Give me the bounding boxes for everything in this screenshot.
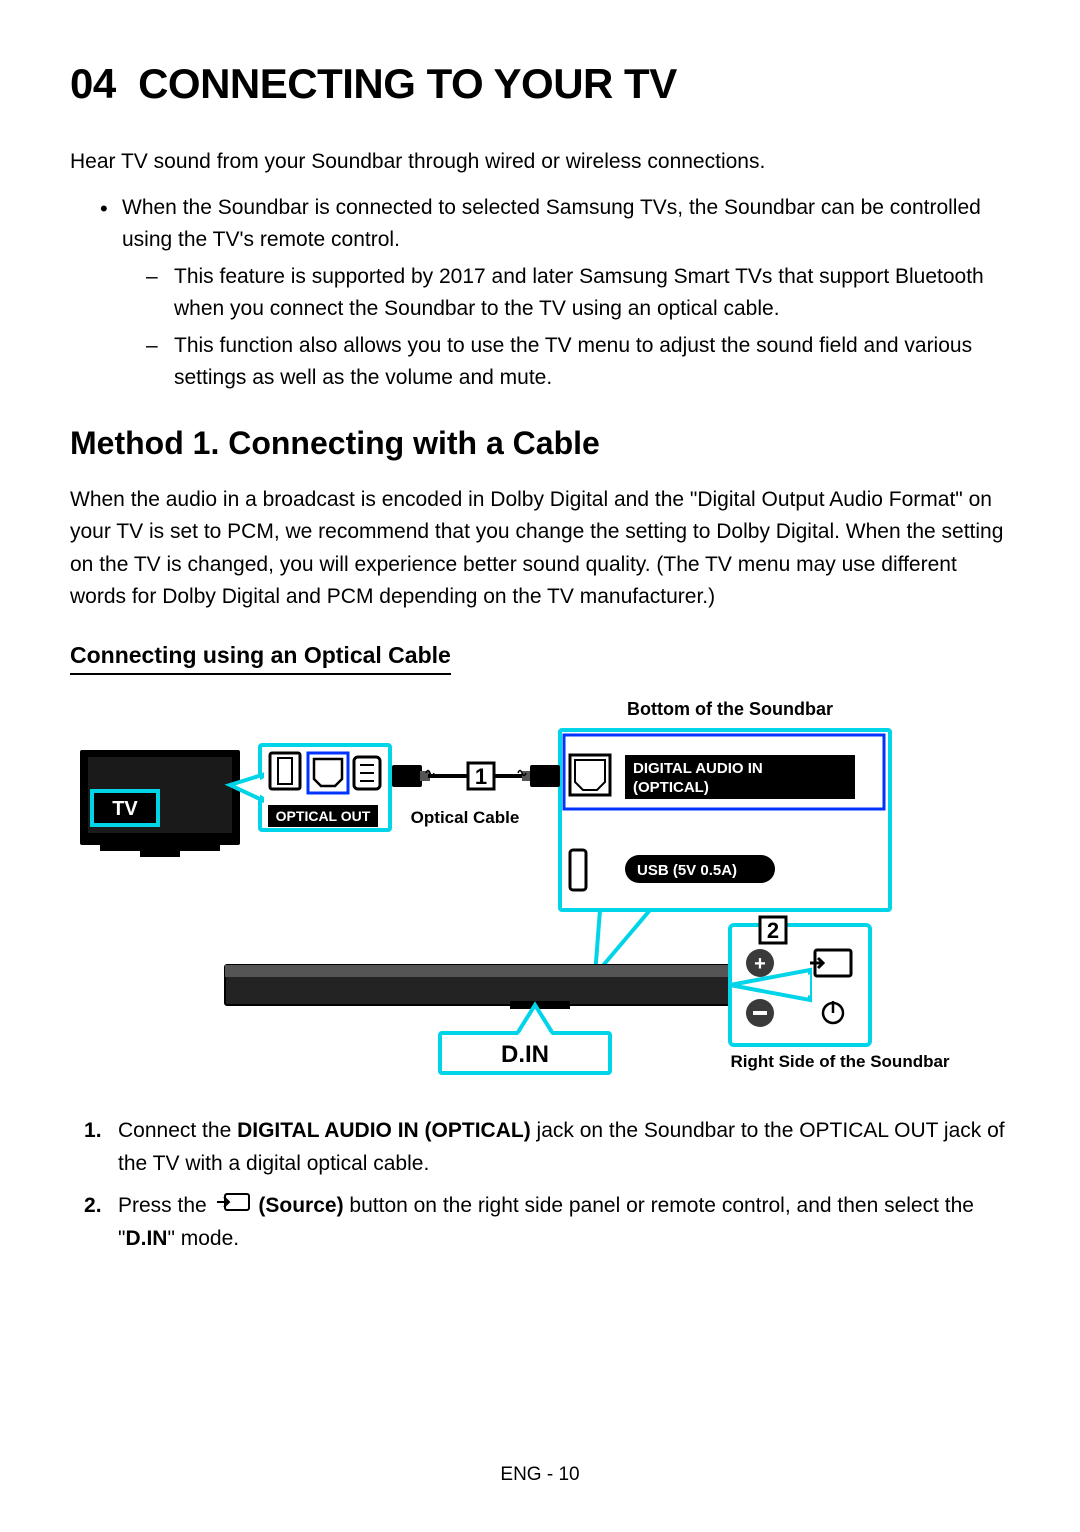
step2-e: " mode. bbox=[167, 1227, 239, 1250]
right-side-label: Right Side of the Soundbar bbox=[730, 1052, 949, 1071]
step2-d: D.IN bbox=[125, 1227, 167, 1250]
step-2: Press the (Source) button on the right s… bbox=[84, 1190, 1010, 1255]
step-badge-1: 1 bbox=[475, 764, 487, 789]
main-bullet: When the Soundbar is connected to select… bbox=[100, 192, 1010, 395]
svg-text:+: + bbox=[754, 953, 766, 975]
svg-text:DIGITAL AUDIO IN: DIGITAL AUDIO IN bbox=[633, 760, 763, 777]
method1-desc: When the audio in a broadcast is encoded… bbox=[70, 484, 1010, 614]
step-badge-2: 2 bbox=[767, 918, 779, 943]
tv-label: TV bbox=[112, 798, 138, 820]
step2-b: (Source) bbox=[258, 1194, 343, 1217]
optical-cable-label: Optical Cable bbox=[411, 808, 520, 827]
step1-a: Connect the bbox=[118, 1119, 237, 1142]
sub-bullet-list: This feature is supported by 2017 and la… bbox=[122, 261, 1010, 395]
optical-heading: Connecting using an Optical Cable bbox=[70, 642, 451, 675]
step-1: Connect the DIGITAL AUDIO IN (OPTICAL) j… bbox=[84, 1115, 1010, 1180]
section-title-text: CONNECTING TO YOUR TV bbox=[138, 60, 677, 107]
main-bullet-text: When the Soundbar is connected to select… bbox=[122, 196, 981, 252]
svg-text:(OPTICAL): (OPTICAL) bbox=[633, 779, 709, 796]
sub-bullet-a: This feature is supported by 2017 and la… bbox=[146, 261, 1010, 326]
din-label: D.IN bbox=[501, 1041, 549, 1068]
optical-out-label: OPTICAL OUT bbox=[276, 808, 371, 824]
intro-text: Hear TV sound from your Soundbar through… bbox=[70, 146, 1010, 178]
bottom-soundbar-label: Bottom of the Soundbar bbox=[627, 699, 833, 719]
page-footer: ENG - 10 bbox=[0, 1464, 1080, 1486]
section-title: 04 CONNECTING TO YOUR TV bbox=[70, 60, 1010, 108]
step2-a: Press the bbox=[118, 1194, 213, 1217]
section-number: 04 bbox=[70, 60, 116, 107]
main-bullet-list: When the Soundbar is connected to select… bbox=[70, 192, 1010, 395]
step1-b: DIGITAL AUDIO IN (OPTICAL) bbox=[237, 1119, 531, 1142]
usb-label: USB (5V 0.5A) bbox=[637, 862, 737, 879]
steps-list: Connect the DIGITAL AUDIO IN (OPTICAL) j… bbox=[70, 1115, 1010, 1255]
diagram-svg: Bottom of the Soundbar DIGITAL AUDIO IN … bbox=[70, 695, 1010, 1095]
method1-title: Method 1. Connecting with a Cable bbox=[70, 425, 1010, 462]
source-icon bbox=[215, 1190, 251, 1223]
sub-bullet-b: This function also allows you to use the… bbox=[146, 330, 1010, 395]
connection-diagram: Bottom of the Soundbar DIGITAL AUDIO IN … bbox=[70, 695, 1010, 1095]
